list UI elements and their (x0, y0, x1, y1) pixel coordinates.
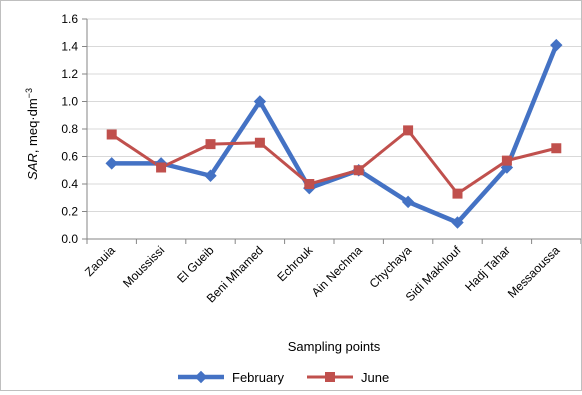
data-point-marker (156, 162, 167, 173)
data-point-marker (194, 370, 208, 384)
axes (82, 18, 582, 244)
x-tick-label: Ain Nechma (309, 243, 365, 299)
series-markers (105, 38, 563, 229)
x-tick-label: Moussissi (120, 243, 167, 290)
data-point-marker (204, 169, 217, 182)
x-axis-label: Sampling points (288, 339, 381, 354)
data-point-marker (551, 143, 562, 154)
data-point-marker (304, 179, 315, 189)
data-point-marker (253, 95, 267, 108)
data-point-marker (451, 216, 464, 229)
y-tick-label: 1.2 (61, 67, 78, 81)
x-tick-label: Zaouia (82, 243, 118, 279)
data-point-marker (205, 139, 216, 150)
data-point-marker (254, 137, 265, 148)
y-tick-label: 0.6 (61, 150, 78, 164)
y-tick-label: 0.0 (61, 232, 78, 246)
y-tick-label: 0.8 (61, 122, 78, 136)
x-tick-label: Messaoussa (505, 243, 563, 301)
y-tick-label: 0.2 (61, 205, 78, 219)
data-point-marker (325, 372, 335, 382)
legend-label: February (232, 370, 285, 385)
y-tick-label: 1.6 (61, 12, 78, 26)
y-tick-label: 1.4 (61, 40, 78, 54)
data-point-marker (401, 195, 415, 209)
data-point-marker (105, 157, 118, 170)
legend-label: June (361, 370, 389, 385)
data-point-marker (403, 125, 414, 136)
data-point-marker (501, 155, 512, 166)
y-tick-label: 0.4 (61, 177, 78, 191)
gridlines (87, 18, 581, 212)
series-line-february (111, 44, 559, 225)
data-point-marker (550, 38, 563, 52)
series-line-june (110, 128, 557, 196)
x-tick-label: Echrouk (274, 243, 316, 285)
x-tick-label: Hadj Tahar (462, 243, 513, 294)
y-tick-label: 1.0 (61, 95, 78, 109)
x-tick-label: Chychaya (367, 243, 415, 291)
series-lines (110, 44, 559, 225)
data-point-marker (452, 188, 463, 199)
legend: February June (178, 370, 389, 385)
y-axis-label: SAR, meq·dm−3 (24, 88, 40, 180)
data-point-marker (106, 129, 117, 140)
y-tick-labels: 0.0 0.2 0.4 0.6 0.8 1.0 1.2 1.4 1.6 (61, 12, 78, 246)
x-tick-label: El Gueib (174, 243, 217, 286)
data-point-marker (353, 165, 364, 176)
